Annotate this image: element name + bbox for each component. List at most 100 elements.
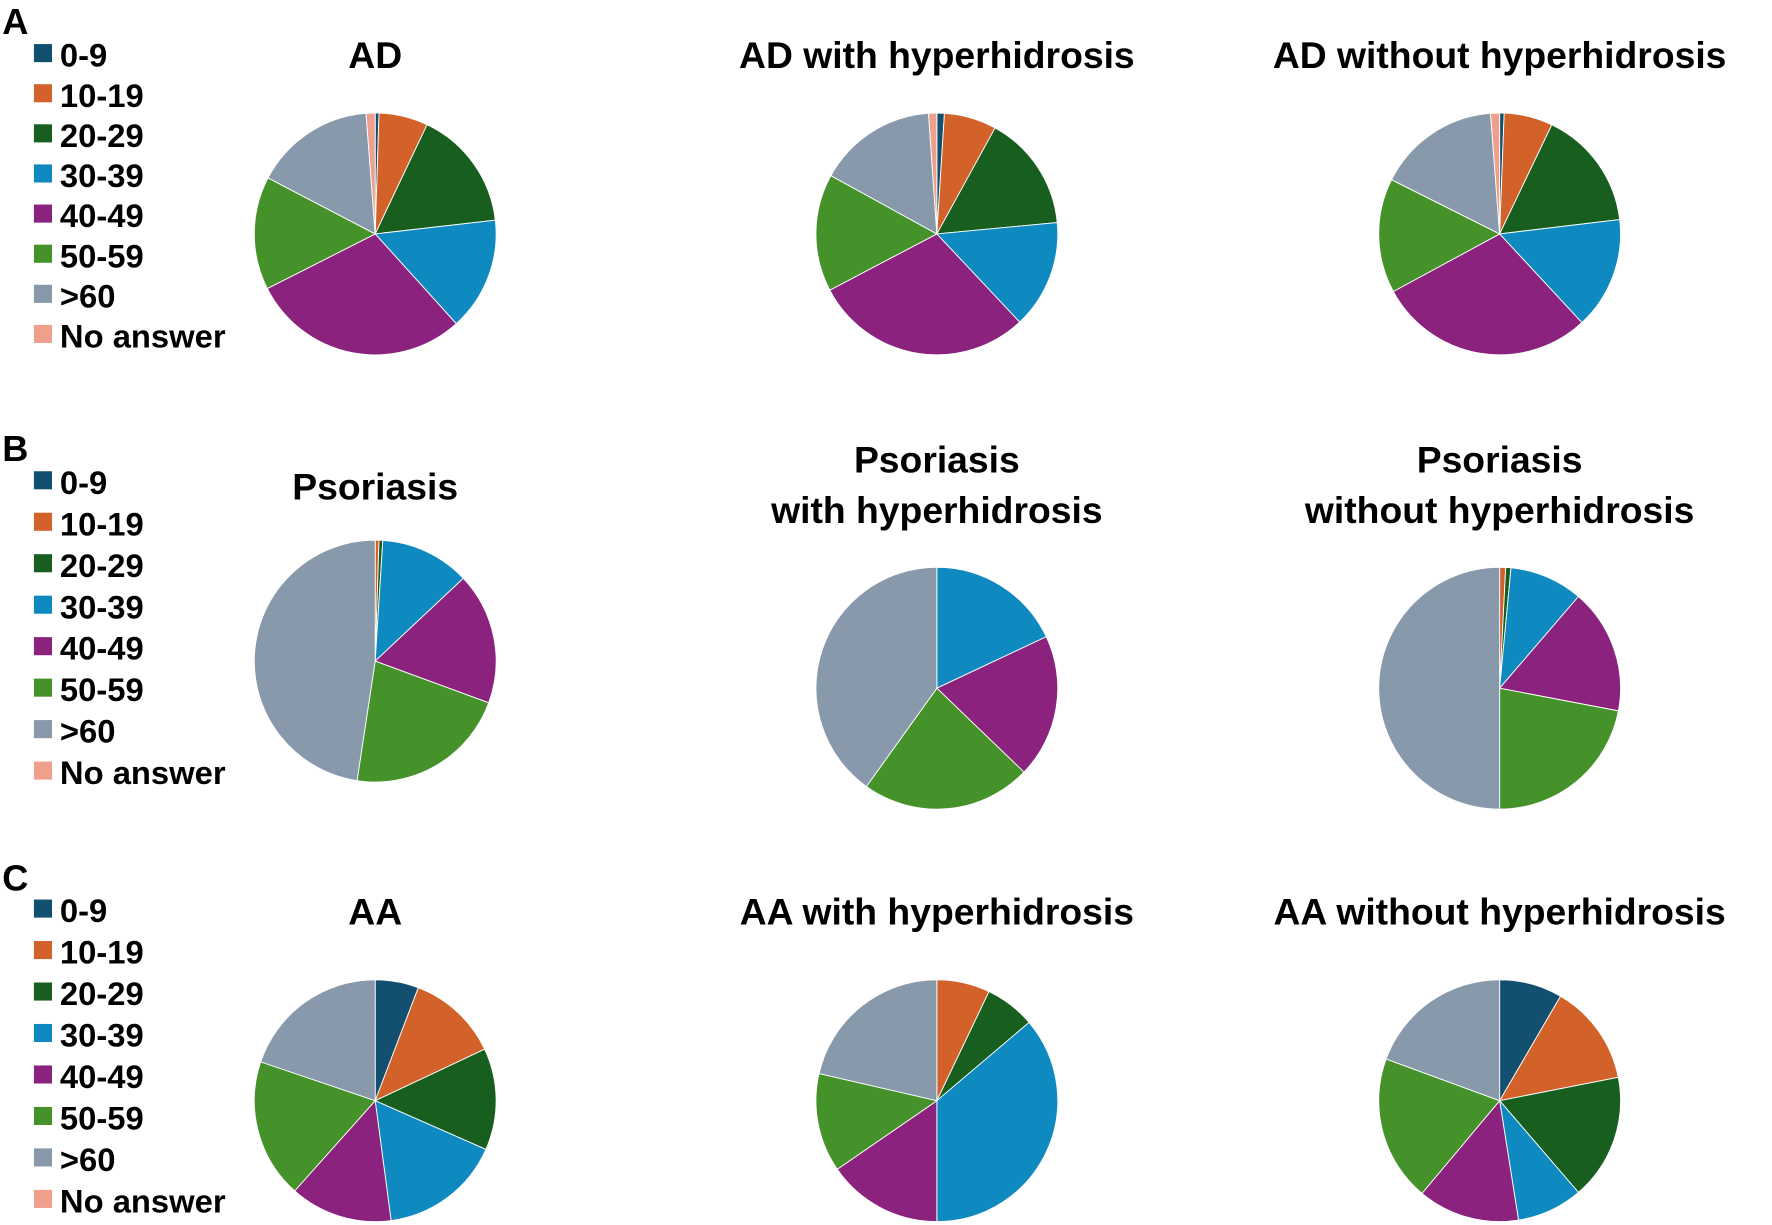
chart-title: with hyperhidrosis [770,489,1102,531]
pie-slice-60 [253,539,376,782]
legend-swatch [33,595,53,614]
pie-chart: AD [253,34,497,356]
legend-label: 40-49 [60,630,144,667]
pie-slice-60 [1390,112,1501,235]
legend-label: 0-9 [60,37,107,74]
chart-title: Psoriasis [292,465,458,507]
legend-label: 20-29 [60,975,144,1012]
legend-swatch [33,284,53,303]
legend-swatch [33,324,53,343]
pie-chart: AD with hyperhidrosis [739,34,1135,356]
legend-label: 10-19 [60,505,144,542]
legend-label: No answer [60,754,226,791]
legend-swatch [33,44,53,63]
pie-slice-30-39 [1499,567,1580,690]
chart-title: Psoriasis [1417,438,1583,480]
legend-label: 10-19 [60,77,144,114]
legend-swatch [33,720,53,739]
legend-swatch [33,941,53,960]
legend-swatch [33,899,53,918]
pie-slice-40-49 [829,233,1021,356]
chart-title: AA [348,890,402,932]
pie-slice-50-59 [815,175,938,291]
legend-label: 20-29 [60,547,144,584]
legend-label: >60 [60,277,116,314]
pie-slice-60 [260,979,376,1102]
pie-slice-10-19 [1498,995,1619,1102]
chart-title: without hyperhidrosis [1304,489,1694,531]
panel-label: A [2,1,28,42]
legend-label: 30-39 [60,588,144,625]
legend-swatch [33,471,53,490]
legend-swatch [33,164,53,183]
legend-label: 20-29 [60,117,144,154]
pie-slice-50-59 [1378,179,1501,293]
chart-title: Psoriasis [854,438,1020,480]
legend-swatch [33,1106,53,1125]
pie-slice-30-39 [935,222,1059,323]
legend-swatch [33,982,53,1001]
pie-slice-40-49 [374,577,497,704]
legend-swatch [33,124,53,143]
legend-swatch [33,761,53,780]
legend-label: 50-59 [60,237,144,274]
legend-swatch [33,84,53,103]
panel-label: C [2,857,28,898]
chart-title: AD with hyperhidrosis [739,34,1135,76]
pie-slice-50-59 [1378,1058,1501,1195]
legend-swatch [33,244,53,263]
pie-slice-40-49 [1392,233,1583,356]
pie-slice-50-59 [1499,687,1619,810]
legend-swatch [33,1148,53,1167]
legend-label: >60 [60,713,116,750]
pie-slice-40-49 [936,636,1059,773]
pie-slice-40-49 [266,233,457,356]
pie-chart: Psoriasis with hyperhidrosis [770,438,1103,810]
pie-chart: AA with hyperhidrosis [740,890,1134,1223]
pie-slice-30-39 [936,566,1047,689]
chart-title: AD without hyperhidrosis [1273,34,1727,76]
pie-slice-no-answer [1490,112,1501,234]
pie-chart: Psoriasis [253,465,497,783]
pie-slice-20-29 [1498,124,1621,235]
legend-label: 10-19 [60,934,144,971]
legend-label: 40-49 [60,1058,144,1095]
pie-slice-40-49 [1421,1099,1520,1223]
pie-slice-30-39 [1498,219,1621,324]
pie-slice-60 [267,112,376,235]
legend-label: No answer [60,1182,226,1219]
pie-slice-50-59 [815,1073,938,1170]
pie-slice-20-29 [936,127,1058,235]
legend-label: No answer [60,317,226,354]
legend-label: 50-59 [60,1100,144,1137]
legend-swatch [33,1023,53,1043]
pie-chart: AD without hyperhidrosis [1273,34,1727,356]
pie-slice-60 [1378,566,1501,810]
pie-slice-20-29 [374,1048,497,1151]
pie-slice-30-39 [374,1099,487,1222]
panel-c: C 0-9 10-19 20-29 30-39 40-49 50-59 >60 No answe… [2,857,1726,1223]
legend-swatch [33,204,53,223]
pie-slice-20-29 [1498,1076,1621,1194]
chart-title: AA without hyperhidrosis [1274,890,1726,932]
legend-label: 30-39 [60,157,144,194]
pie-slice-60 [830,112,938,235]
pie-slice-50-59 [253,1061,376,1192]
legend-label: >60 [60,1141,116,1178]
legend-label: 0-9 [60,892,107,929]
legend-label: 40-49 [60,197,144,234]
pie-slice-no-answer [928,112,938,234]
pie-chart: Psoriasis without hyperhidrosis [1304,438,1694,810]
pie-slice-10-19 [374,987,486,1102]
pie-slice-20-29 [374,124,496,235]
pie-slice-30-39 [374,219,497,325]
chart-title: AA with hyperhidrosis [740,890,1134,932]
panel-label: B [2,428,28,469]
legend-swatch [33,637,53,656]
pie-slice-30-39 [374,539,464,663]
pie-slice-50-59 [356,660,490,783]
